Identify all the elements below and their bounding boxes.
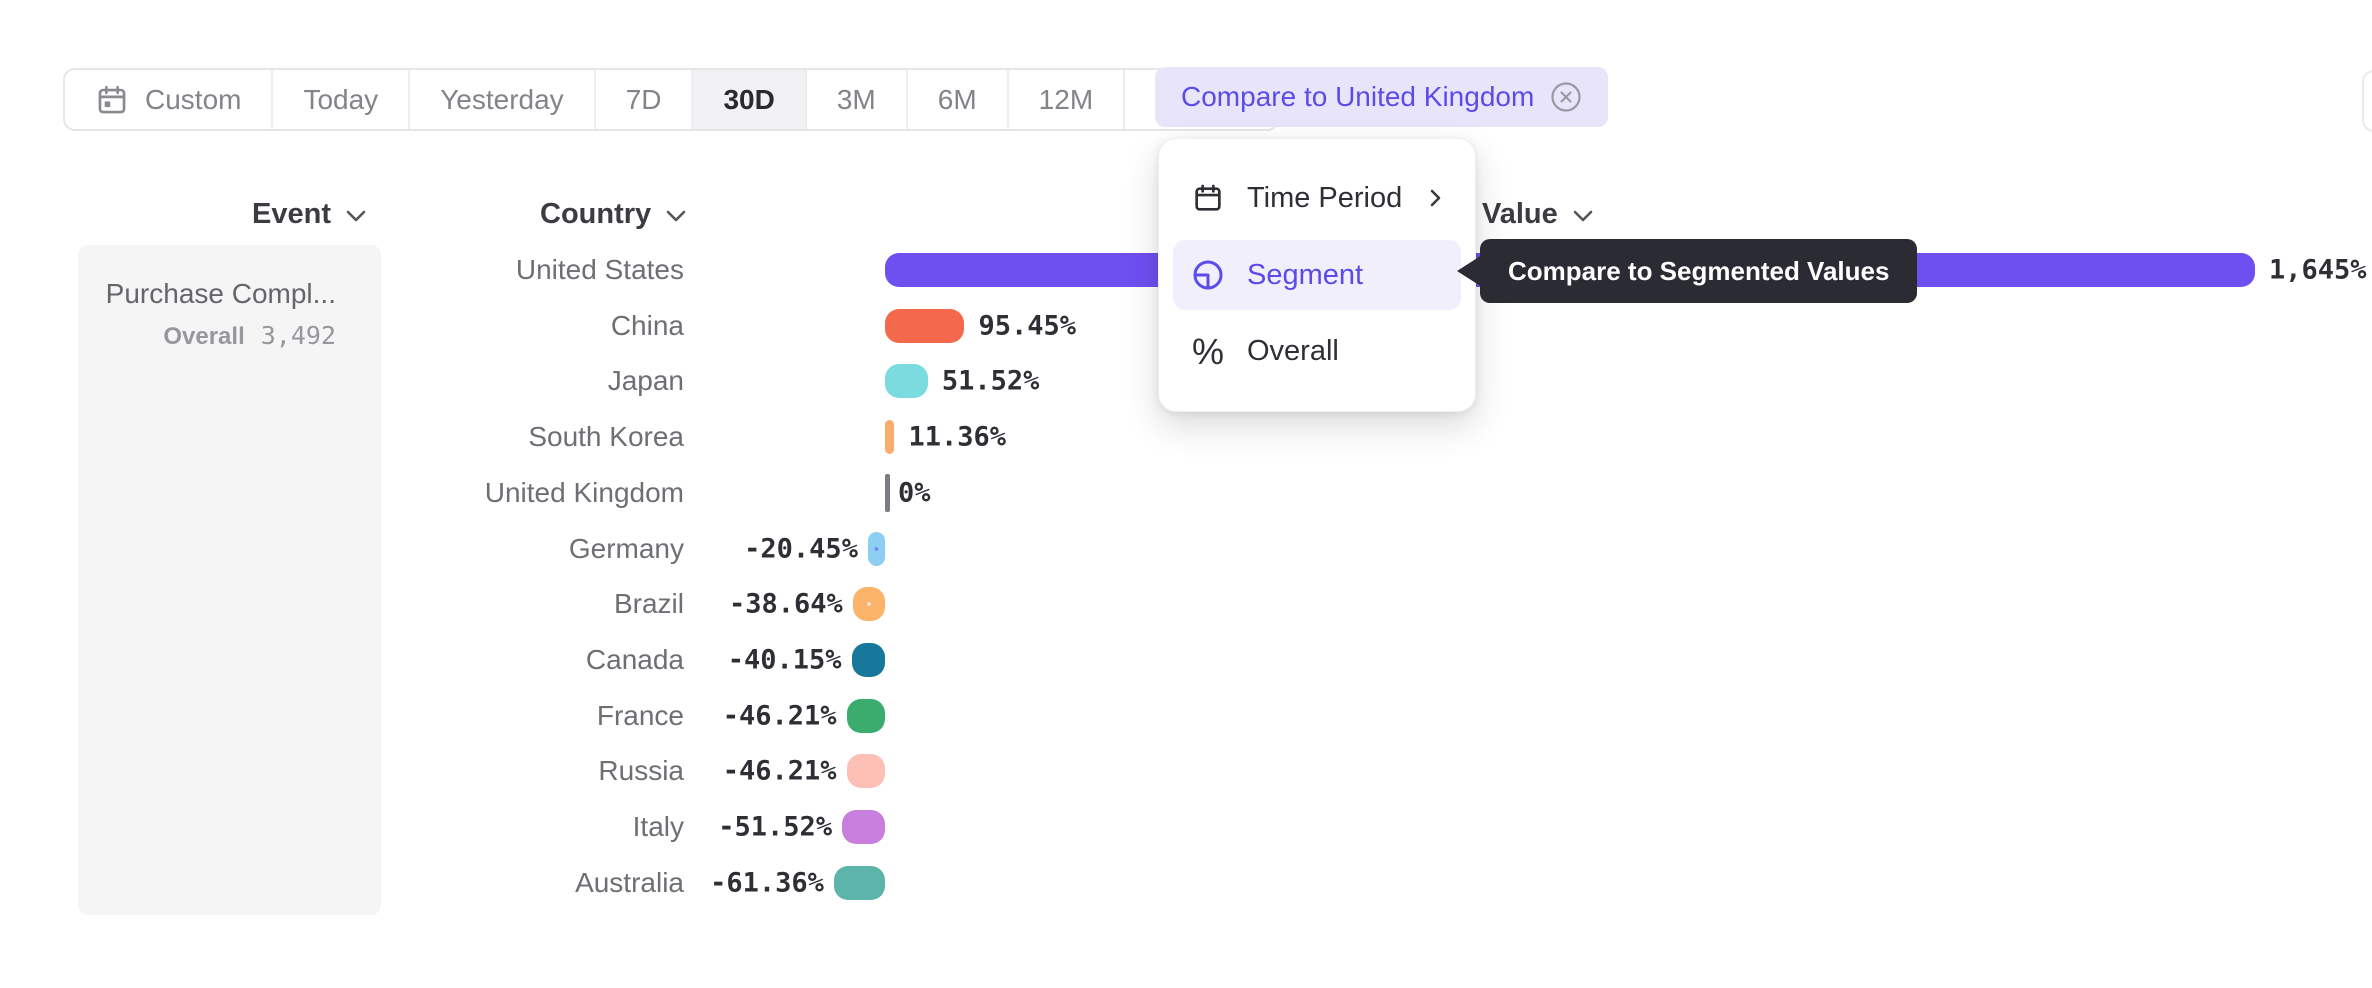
tooltip: Compare to Segmented Values xyxy=(1480,239,1918,303)
value-label: 95.45% xyxy=(978,310,1077,342)
column-header-country[interactable]: Country xyxy=(540,196,687,232)
range-button-label: 30D xyxy=(723,83,775,115)
range-button-6m[interactable]: 6M xyxy=(905,70,1007,129)
range-button-today[interactable]: Today xyxy=(271,70,408,129)
bar-canada[interactable] xyxy=(851,642,885,677)
event-metric-label: Overall xyxy=(163,323,245,350)
value-label: 0% xyxy=(898,477,931,509)
value-label: -40.15% xyxy=(727,644,842,676)
bar-south-korea[interactable] xyxy=(885,420,895,455)
chart-row-australia: Australia -61.36% xyxy=(0,855,2372,911)
range-button-label: 7D xyxy=(625,83,662,115)
bar-china[interactable] xyxy=(885,308,965,343)
country-label: Russia xyxy=(598,755,684,787)
chart-row-china: China 95.45% xyxy=(0,298,2372,354)
menu-item-overall[interactable]: % Overall xyxy=(1173,316,1461,387)
country-label: United Kingdom xyxy=(484,476,684,508)
chart-row-brazil: Brazil -38.64% xyxy=(0,576,2372,632)
range-button-label: Custom xyxy=(145,83,242,115)
tooltip-text: Compare to Segmented Values xyxy=(1508,255,1890,286)
value-label: -46.21% xyxy=(722,700,837,732)
country-label: Brazil xyxy=(613,588,684,620)
range-button-label: 3M xyxy=(836,83,876,115)
column-header-event[interactable]: Event xyxy=(252,196,367,232)
bar-italy[interactable] xyxy=(842,810,885,844)
value-label: 51.52% xyxy=(941,365,1040,397)
value-label: -20.45% xyxy=(744,533,858,564)
value-label: -38.64% xyxy=(729,588,843,620)
value-label: 1,645% xyxy=(2269,254,2367,286)
menu-item-label: Time Period xyxy=(1247,181,1403,214)
date-range-group: CustomTodayYesterday7D30D3M6M12MXTD xyxy=(63,68,1280,131)
chart-row-germany: Germany -20.45% xyxy=(0,521,2372,577)
value-label: -61.36% xyxy=(710,867,824,899)
range-button-30d[interactable]: 30D xyxy=(691,70,805,129)
range-button-label: 6M xyxy=(937,83,977,115)
country-label: Japan xyxy=(607,365,684,397)
bar-germany[interactable] xyxy=(867,531,885,566)
column-header-event-label: Event xyxy=(252,197,331,230)
chart-row-united-kingdom: United Kingdom 0% xyxy=(0,465,2372,521)
chart-row-canada: Canada -40.15% xyxy=(0,632,2372,688)
circle-x-icon[interactable] xyxy=(1550,81,1582,113)
bar-france[interactable] xyxy=(846,698,885,733)
calendar-custom-icon xyxy=(95,83,129,117)
value-label: -51.52% xyxy=(718,811,833,843)
compare-chip-label: Compare to United Kingdom xyxy=(1181,81,1535,112)
range-button-7d[interactable]: 7D xyxy=(593,70,692,129)
range-button-yesterday[interactable]: Yesterday xyxy=(408,70,594,129)
menu-item-label: Overall xyxy=(1247,335,1339,368)
range-button-label: Today xyxy=(303,83,379,115)
bar-united-kingdom[interactable] xyxy=(885,473,890,512)
percent-icon: % xyxy=(1191,330,1224,372)
column-header-value-label: Value xyxy=(1482,197,1558,230)
value-label: 11.36% xyxy=(908,421,1006,453)
column-header-country-label: Country xyxy=(540,197,652,230)
compare-dropdown-menu: Time Period Segment% Overall xyxy=(1158,138,1476,412)
country-label: Italy xyxy=(632,811,684,842)
range-button-12m[interactable]: 12M xyxy=(1006,70,1123,129)
chart-row-france: France -46.21% xyxy=(0,688,2372,744)
tooltip-arrow xyxy=(1457,255,1482,287)
range-button-custom[interactable]: Custom xyxy=(65,70,271,129)
chart-row-japan: Japan 51.52% xyxy=(0,353,2372,409)
chart-row-russia: Russia -46.21% xyxy=(0,743,2372,799)
country-label: South Korea xyxy=(528,421,684,453)
country-label: Australia xyxy=(575,866,684,898)
menu-item-segment[interactable]: Segment xyxy=(1173,239,1461,311)
country-label: United States xyxy=(515,254,684,285)
event-metric-value: 3,492 xyxy=(260,321,336,350)
bar-japan[interactable] xyxy=(885,364,928,399)
country-label: China xyxy=(610,309,684,341)
calendar-icon xyxy=(1191,182,1225,214)
menu-item-label: Segment xyxy=(1247,258,1364,291)
value-label: -46.21% xyxy=(722,755,837,787)
chevron-down-icon xyxy=(1572,206,1594,223)
country-label: Germany xyxy=(568,532,684,564)
chevron-right-icon xyxy=(1428,186,1443,210)
range-button-label: 12M xyxy=(1038,83,1094,115)
range-button-3m[interactable]: 3M xyxy=(804,70,906,129)
range-button-label: Yesterday xyxy=(440,83,564,115)
chart-row-south-korea: South Korea 11.36% xyxy=(0,409,2372,465)
event-card[interactable]: Purchase Compl... Overall 3,492 xyxy=(78,245,381,915)
bar-brazil[interactable] xyxy=(852,587,885,622)
segment-icon xyxy=(1191,258,1225,292)
event-name: Purchase Compl... xyxy=(105,278,336,309)
column-header-value[interactable]: Value xyxy=(1482,196,1594,232)
chart-row-italy: Italy -51.52% xyxy=(0,799,2372,855)
country-label: France xyxy=(596,699,684,731)
bar-australia[interactable] xyxy=(833,865,885,900)
compare-chip[interactable]: Compare to United Kingdom xyxy=(1155,67,1609,127)
country-label: Canada xyxy=(585,643,684,675)
chevron-down-icon xyxy=(345,206,367,223)
chevron-down-icon xyxy=(665,206,687,223)
bar-russia[interactable] xyxy=(846,754,885,789)
menu-item-time-period[interactable]: Time Period xyxy=(1173,163,1461,234)
